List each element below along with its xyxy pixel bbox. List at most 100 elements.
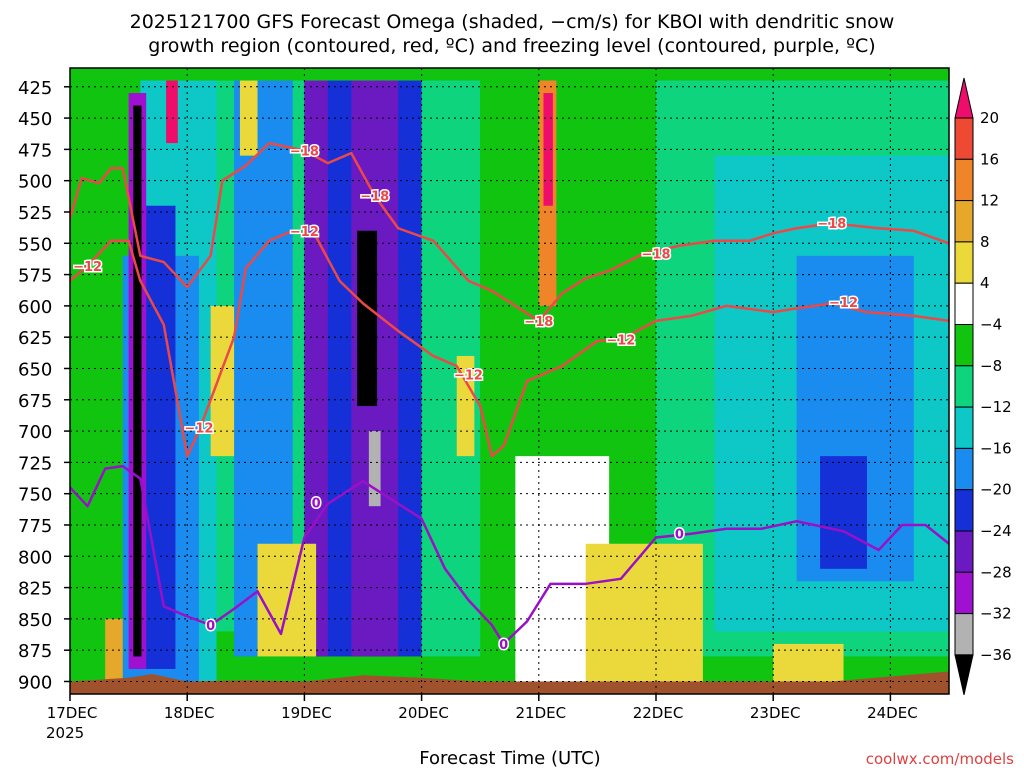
colorbar-arrow-top	[954, 77, 974, 119]
colorbar-label-9: −20	[980, 481, 1012, 499]
y-tick-label-450: 450	[18, 109, 52, 130]
contour-label-2-0: 0	[206, 619, 215, 634]
colorbar-bin-6	[954, 324, 974, 367]
omega-band-28	[239, 80, 258, 156]
grid	[69, 68, 949, 694]
y-tick-label-875: 875	[18, 641, 52, 662]
contour-label-0-0: −18	[290, 145, 319, 160]
omega-band-27	[585, 543, 703, 682]
colorbar-bin-5	[954, 282, 974, 326]
colorbar-bin-4	[954, 241, 974, 284]
y-tick-label-750: 750	[18, 485, 52, 506]
x-tick-label-22DEC: 22DEC	[633, 704, 684, 722]
x-axis-label: Forecast Time (UTC)	[419, 748, 600, 768]
colorbar-label-2: 12	[980, 192, 999, 210]
y-tick-label-475: 475	[18, 140, 52, 161]
y-tick-label-650: 650	[18, 359, 52, 380]
terrain	[70, 671, 949, 694]
y-tick-label-425: 425	[18, 78, 52, 99]
colorbar-bin-11	[954, 530, 974, 573]
y-tick-label-525: 525	[18, 203, 52, 224]
y-tick-label-675: 675	[18, 391, 52, 412]
colorbar-label-10: −24	[980, 522, 1012, 540]
omega-band-25	[257, 543, 317, 657]
colorbar-bin-1	[954, 117, 974, 160]
colorbar-label-0: 20	[980, 109, 999, 127]
x-tick-sublabel-17DEC: 2025	[46, 724, 84, 742]
y-tick-label-775: 775	[18, 516, 52, 537]
contour-label-1-4: −12	[829, 296, 858, 311]
colorbar-label-6: −8	[980, 357, 1002, 375]
omega-band-21	[368, 431, 381, 507]
contour-label-2-3: 0	[675, 528, 684, 543]
x-tick-label-20DEC: 20DEC	[398, 704, 449, 722]
omega-band-16	[166, 80, 178, 144]
colorbar-arrow-bottom	[954, 654, 974, 696]
chart-title-line2: growth region (contoured, red, ºC) and f…	[148, 35, 875, 57]
credit-text: coolwx.com/models	[866, 750, 1014, 768]
colorbar-bin-7	[954, 365, 974, 408]
y-tick-label-500: 500	[18, 172, 52, 193]
y-tick-label-600: 600	[18, 297, 52, 318]
contour-label-1-1: −12	[290, 225, 319, 240]
contour-label-0-3: −18	[642, 247, 671, 262]
y-tick-label-725: 725	[18, 453, 52, 474]
y-axis: 425 450 475 500 525 550 575 600 625 650 675 700 725 7…	[18, 78, 70, 693]
contour-line-2	[70, 464, 949, 646]
colorbar-label-11: −28	[980, 563, 1012, 581]
omega-band-15	[133, 105, 142, 657]
colorbar-bin-2	[954, 158, 974, 202]
colorbar-label-4: 4	[980, 274, 990, 292]
contour-line-0	[70, 141, 949, 323]
contour-label-0-4: −18	[817, 217, 846, 232]
contours: −18 −18 −18 −18 −18 −12 −12 −12 −12 −12 −12 0 0 0 0	[70, 141, 949, 654]
contour-label-0-2: −18	[524, 315, 553, 330]
y-tick-label-700: 700	[18, 422, 52, 443]
contour-label-1-3: −12	[606, 334, 635, 349]
colorbar-bin-13	[954, 613, 974, 656]
colorbar: 20 16 12 8 4 −4 −8 −12 −16 −20 −24 −28 −32 −36	[954, 77, 1012, 696]
plot-frame	[69, 67, 950, 695]
x-tick-label-21DEC: 21DEC	[516, 704, 567, 722]
colorbar-label-13: −36	[980, 646, 1012, 664]
colorbar-label-5: −4	[980, 316, 1002, 334]
colorbar-bin-12	[954, 571, 974, 615]
y-tick-label-825: 825	[18, 579, 52, 600]
x-tick-label-18DEC: 18DEC	[164, 704, 215, 722]
y-tick-label-800: 800	[18, 547, 52, 568]
y-tick-label-850: 850	[18, 610, 52, 631]
omega-band-30	[773, 643, 844, 682]
omega-band-11	[820, 456, 867, 569]
contour-label-2-1: 0	[312, 496, 321, 511]
x-tick-label-23DEC: 23DEC	[750, 704, 801, 722]
contour-label-2-2: 0	[499, 638, 508, 653]
colorbar-label-3: 8	[980, 233, 990, 251]
colorbar-bin-10	[954, 489, 974, 532]
contour-line-1	[70, 229, 949, 458]
x-tick-label-24DEC: 24DEC	[867, 704, 918, 722]
contour-label-1-2: −12	[454, 369, 483, 384]
x-axis: 17DEC 2025 18DEC 19DEC 20DEC 21DEC 22DEC 23DEC 2…	[46, 694, 918, 742]
y-tick-label-575: 575	[18, 266, 52, 287]
x-tick-label-17DEC: 17DEC	[47, 704, 98, 722]
y-tick-label-900: 900	[18, 672, 52, 693]
y-tick-label-625: 625	[18, 328, 52, 349]
omega-band-23	[543, 93, 553, 206]
colorbar-bin-8	[954, 406, 974, 449]
terrain-surface	[70, 671, 949, 694]
chart-title-line1: 2025121700 GFS Forecast Omega (shaded, −…	[130, 11, 895, 33]
colorbar-bin-3	[954, 200, 974, 243]
contour-label-1-0: −12	[73, 260, 102, 275]
x-tick-label-19DEC: 19DEC	[281, 704, 332, 722]
colorbar-label-12: −32	[980, 605, 1012, 623]
y-tick-label-550: 550	[18, 234, 52, 255]
colorbar-label-7: −12	[980, 398, 1012, 416]
colorbar-bin-9	[954, 447, 974, 491]
contour-label-0-1: −18	[360, 190, 389, 205]
colorbar-label-8: −16	[980, 439, 1012, 457]
omega-band-24	[210, 305, 235, 457]
omega-band-20	[357, 230, 378, 407]
colorbar-label-1: 16	[980, 150, 999, 168]
contour-label-1-5: −12	[184, 421, 213, 436]
